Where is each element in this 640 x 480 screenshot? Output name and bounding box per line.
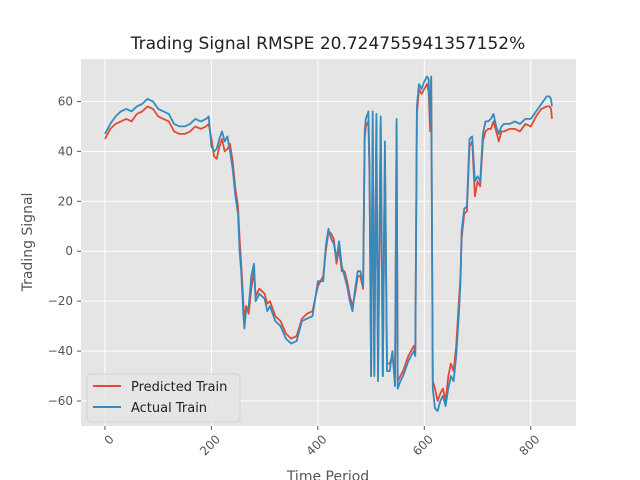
y-axis-label: Trading Signal	[20, 193, 36, 293]
legend-label-actual: Actual Train	[131, 401, 207, 416]
y-tick-label: −20	[48, 294, 73, 308]
chart-title: Trading Signal RMSPE 20.724755941357152%	[130, 34, 526, 54]
legend: Predicted Train Actual Train	[86, 373, 241, 423]
x-axis-label: Time Period	[286, 469, 369, 480]
grid	[81, 59, 576, 426]
series-line-actual-train	[104, 75, 553, 412]
series-layer	[104, 75, 553, 412]
y-tick-label: 20	[58, 194, 73, 208]
y-tick-label: −40	[48, 344, 73, 358]
plot-area	[81, 59, 576, 426]
y-tick-label: 0	[65, 244, 73, 258]
y-tick-label: 60	[58, 94, 73, 108]
y-tick-label: 40	[58, 144, 73, 158]
y-tick-label: −60	[48, 394, 73, 408]
legend-frame	[86, 373, 241, 423]
legend-label-predicted: Predicted Train	[131, 380, 227, 395]
